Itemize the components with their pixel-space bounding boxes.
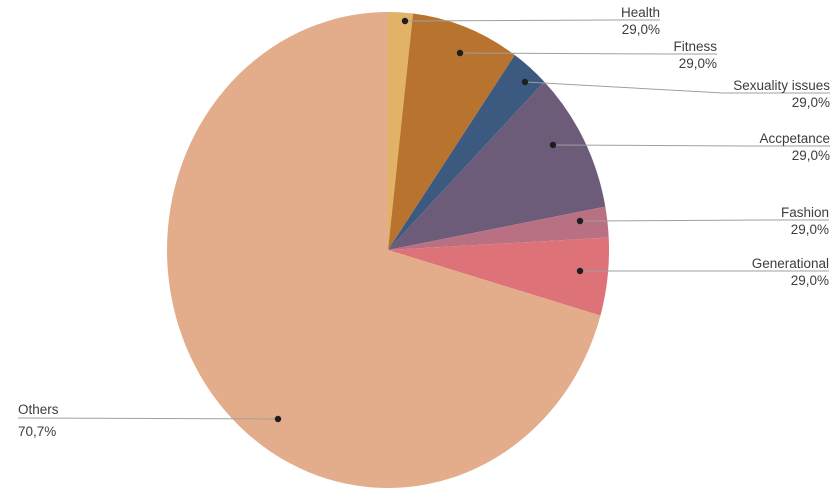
callout-dot-health — [401, 17, 409, 25]
pie-slices — [167, 11, 610, 488]
callout-dot-generational — [576, 267, 584, 275]
slice-value-others: 70,7% — [18, 424, 56, 439]
callout-line-others — [17, 417, 279, 420]
pie-slice-fashion — [388, 206, 609, 250]
slice-label-generational: Generational — [752, 256, 829, 271]
callout-line-accpetance — [552, 144, 830, 147]
callout-line-fitness — [459, 52, 717, 55]
pie-slice-health — [388, 11, 414, 250]
pie-slice-fitness — [388, 13, 515, 251]
slice-label-accpetance: Accpetance — [759, 131, 830, 146]
callout-dot-fashion — [576, 217, 584, 225]
pie-slice-generational — [388, 237, 610, 316]
callout-line-health — [404, 19, 660, 22]
callout-dot-fitness — [456, 49, 464, 57]
slice-label-sexuality-issues: Sexuality issues — [733, 78, 830, 93]
callout-dot-accpetance — [549, 141, 557, 149]
slice-label-others: Others — [18, 402, 59, 417]
callout-dot-others — [274, 415, 282, 423]
slice-value-accpetance: 29,0% — [792, 148, 830, 163]
slice-value-generational: 29,0% — [791, 273, 829, 288]
slice-label-health: Health — [621, 5, 660, 20]
slice-value-health: 29,0% — [622, 22, 660, 37]
slice-value-sexuality-issues: 29,0% — [792, 95, 830, 110]
callout-line-fashion — [579, 219, 829, 222]
callout-line-sexuality-issues — [524, 81, 830, 94]
callout-dot-sexuality-issues — [521, 78, 529, 86]
label-callouts — [17, 17, 830, 423]
slice-label-fitness: Fitness — [673, 39, 717, 54]
slice-labels: Health 29,0% Fitness 29,0% Sexuality issues 2… — [18, 5, 830, 439]
slice-label-fashion: Fashion — [781, 205, 829, 220]
pie-slice-sexuality-issues — [388, 55, 545, 250]
slice-value-fitness: 29,0% — [679, 56, 717, 71]
pie-slice-others — [167, 12, 601, 488]
slice-value-fashion: 29,0% — [791, 222, 829, 237]
pie-slice-accpetance — [388, 81, 606, 251]
